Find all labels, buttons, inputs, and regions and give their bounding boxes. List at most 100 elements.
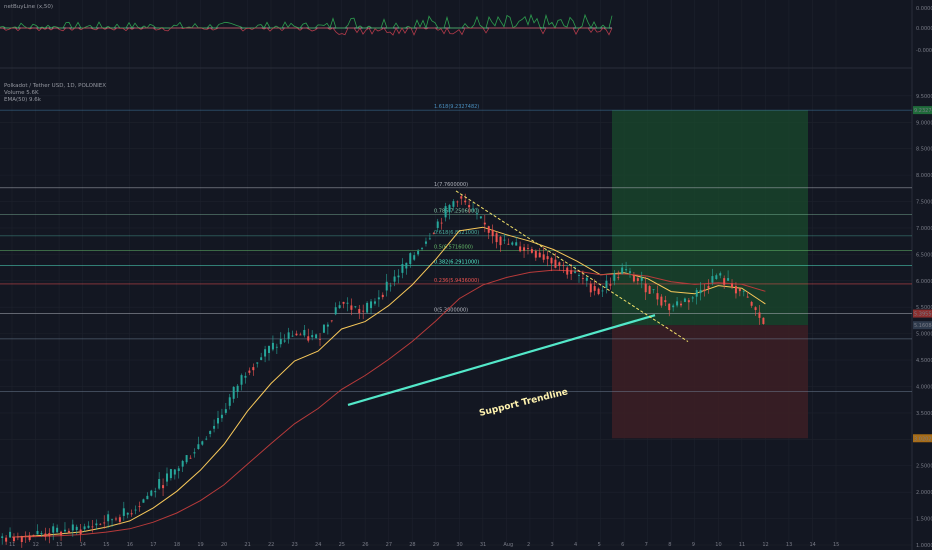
price-axis-label: 4.0000000 (916, 384, 932, 390)
candle-body (707, 286, 710, 289)
time-axis-label: 31 (480, 542, 486, 548)
candle-body (16, 536, 19, 538)
candle-body (12, 537, 15, 542)
price-axis-label: 8.5000000 (916, 147, 932, 153)
candle-body (703, 289, 706, 292)
candle-body (738, 288, 741, 292)
candle-body (181, 460, 184, 467)
candle-body (244, 375, 247, 378)
candle-body (550, 257, 553, 264)
candle-body (754, 307, 757, 310)
candle-body (185, 455, 188, 463)
candle-body (523, 247, 526, 251)
candle-body (91, 526, 94, 528)
oscillator-axis-label: -0.000000 (916, 48, 932, 54)
time-axis-label: 10 (715, 542, 721, 548)
position-zones[interactable] (612, 110, 808, 439)
price-axis-label: 9.0000000 (916, 120, 932, 126)
time-axis-label: 21 (244, 542, 250, 548)
candle-body (475, 213, 478, 215)
candle-body (319, 338, 322, 340)
candle-body (648, 286, 651, 294)
time-axis-label: 14 (809, 542, 815, 548)
time-axis-label: 19 (197, 542, 203, 548)
candle-body (695, 290, 698, 297)
oscillator-pane[interactable]: 0.000000 0.000000 -0.000000 (0, 6, 932, 54)
candle-body (107, 514, 110, 522)
candle-body (358, 308, 361, 314)
candle-body (362, 310, 365, 312)
candle-body (256, 362, 259, 364)
time-axis-label: 5 (598, 542, 601, 548)
candle-body (99, 523, 102, 525)
time-axis-label: 2 (527, 542, 530, 548)
candle-body (432, 233, 435, 235)
oscillator-axis-label: 0.000000 (916, 6, 932, 12)
candle-body (287, 332, 290, 339)
candle-body (491, 229, 494, 237)
price-axis-label: 6.5000000 (916, 252, 932, 258)
ema-fast-line (11, 226, 766, 538)
candle-body (389, 285, 392, 287)
price-axis-label: 5.5000000 (916, 305, 932, 311)
candle-body (621, 267, 624, 274)
candle-body (342, 301, 345, 304)
fib-label: 0.786(7.2506000) (434, 209, 479, 215)
candle-body (162, 485, 165, 489)
candle-body (201, 441, 204, 445)
candle-body (67, 530, 70, 533)
candle-body (87, 525, 90, 528)
fib-label: 0.5(6.5716000) (434, 245, 473, 251)
candle-body (574, 271, 577, 273)
fib-levels[interactable]: 1.618(9.2327482) 1(7.7600000) 0.786(7.2506… (0, 104, 912, 393)
time-axis-label: 28 (409, 542, 415, 548)
time-axis-label: 16 (127, 542, 133, 548)
time-axis-label: 20 (221, 542, 227, 548)
candle-body (715, 275, 718, 280)
time-axis-label: 4 (574, 542, 577, 548)
fib-label: 0(5.3800000) (434, 308, 468, 314)
candle-body (436, 221, 439, 228)
price-tag-label: 5.3955000 (914, 312, 932, 318)
price-axis-label: 3.5000000 (916, 411, 932, 417)
price-axis-label: 1.0000000 (916, 543, 932, 549)
price-axis-label: 5.0000000 (916, 332, 932, 338)
resistance-trendline[interactable] (455, 190, 689, 342)
candle-body (424, 241, 427, 244)
long-target-zone[interactable] (612, 110, 808, 326)
candle-body (526, 248, 529, 250)
time-axis-label: 15 (833, 542, 839, 548)
candle-body (479, 216, 482, 219)
fib-label: 0.618(6.8521000) (434, 230, 479, 236)
candle-body (75, 526, 78, 531)
candle-body (44, 533, 47, 537)
candle-body (742, 290, 745, 292)
time-axis-label: 27 (386, 542, 392, 548)
candle-body (605, 280, 608, 288)
time-axis-label: 30 (456, 542, 462, 548)
candle-body (252, 367, 255, 371)
candle-body (291, 335, 294, 337)
candle-body (173, 469, 176, 475)
price-tag-box (913, 434, 932, 443)
candle-body (52, 526, 55, 533)
long-stop-zone[interactable] (612, 325, 808, 439)
candle-body (322, 324, 325, 333)
candle-body (158, 479, 161, 489)
indicator-legend: netBuyLine (x,50) (4, 4, 53, 10)
candle-body (311, 335, 314, 338)
support-trendline[interactable] (347, 314, 656, 407)
candle-body (224, 409, 227, 413)
symbol-legend: Polkadot / Tether USD, 1D, POLONIEX (4, 83, 106, 89)
time-axis-label: 26 (362, 542, 368, 548)
candle-body (499, 236, 502, 246)
candle-body (640, 277, 643, 281)
candle-body (401, 264, 404, 273)
candle-body (1, 536, 4, 538)
candle-body (146, 495, 149, 500)
fib-label: 0.382(6.2911000) (434, 259, 479, 265)
trendlines[interactable] (347, 190, 689, 407)
candle-body (625, 269, 628, 271)
price-tag-label: 3.0202260 (914, 436, 932, 442)
